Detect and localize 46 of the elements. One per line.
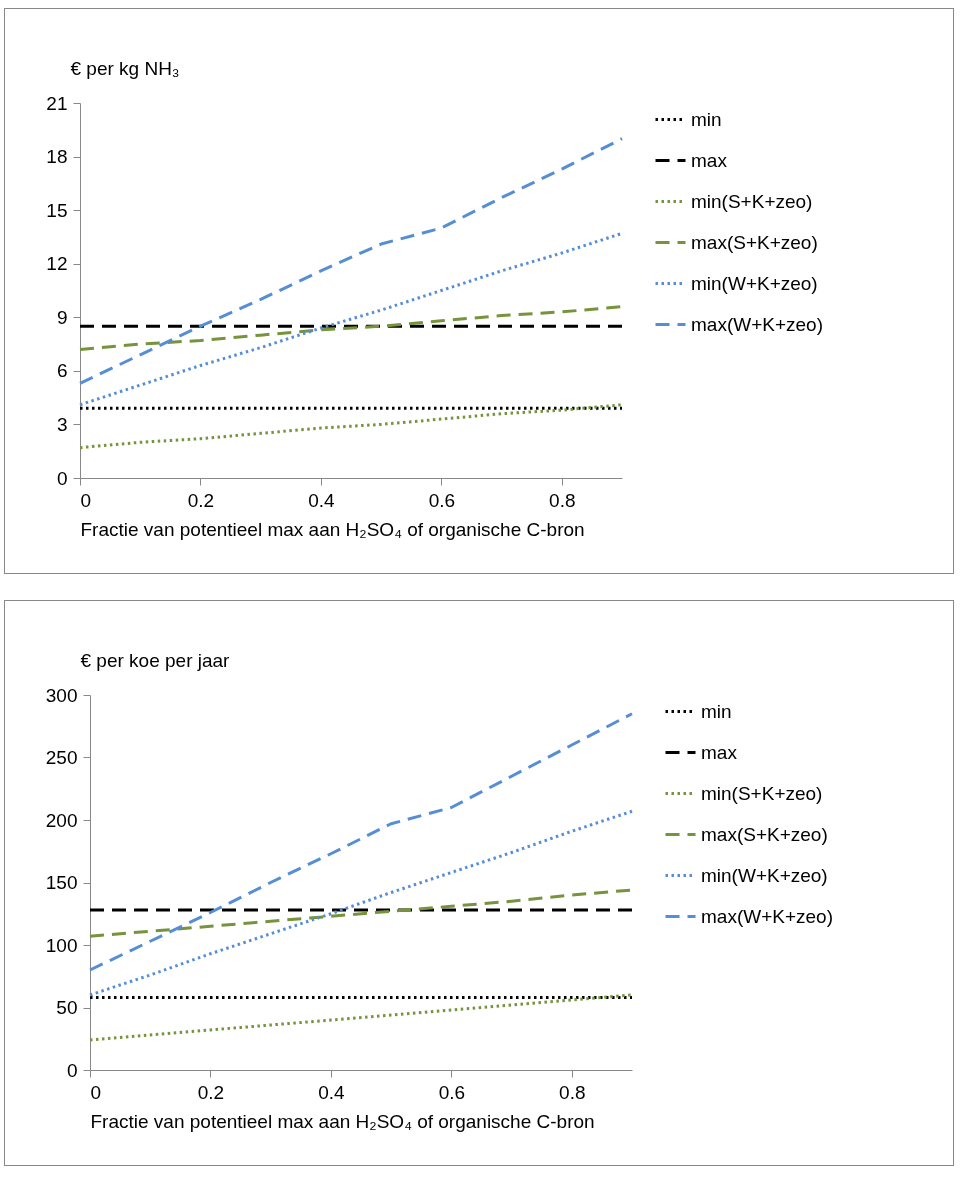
legend-label: min(S+K+zeo): [691, 190, 813, 212]
y-axis-title: € per koe per jaar: [80, 649, 231, 671]
y-tick-label: 18: [46, 146, 68, 168]
line-series: [78, 403, 624, 450]
x-axis-title: Fractie van potentieel max aan H₂SO₄ of organische C-bron: [80, 518, 585, 540]
y-tick-label: 15: [46, 199, 68, 221]
x-tick-label: 0.4: [308, 489, 336, 511]
legend-label: min(W+K+zeo): [691, 272, 818, 294]
legend-label: max: [691, 149, 728, 171]
legend-label: max(W+K+zeo): [701, 905, 833, 927]
y-axis-title: € per kg NH₃: [70, 57, 180, 79]
x-tick-label: 0: [90, 1081, 102, 1103]
y-tick-label: 6: [56, 360, 68, 382]
y-tick-label: 0: [66, 1059, 78, 1081]
legend-label: min(S+K+zeo): [701, 782, 823, 804]
legend-label: min: [701, 700, 732, 722]
x-tick-label: 0.8: [559, 1081, 586, 1103]
x-tick-label: 0.2: [187, 489, 215, 511]
x-tick-label: 0.4: [318, 1081, 346, 1103]
x-tick-label: 0.6: [428, 489, 456, 511]
y-tick-label: 150: [45, 872, 78, 893]
legend-label: max(S+K+zeo): [691, 231, 818, 253]
legend-label: max(S+K+zeo): [701, 823, 828, 845]
y-tick-label: 250: [45, 747, 78, 768]
y-tick-label: 12: [46, 253, 68, 275]
y-tick-label: 3: [56, 413, 68, 435]
y-tick-label: 200: [45, 809, 78, 831]
line-series: [88, 993, 634, 1042]
x-tick-label: 0.2: [197, 1081, 225, 1103]
x-tick-label: 0.6: [438, 1081, 466, 1103]
line-series: [78, 137, 624, 385]
y-tick-label: 50: [56, 997, 78, 1018]
legend-label: min: [691, 108, 722, 130]
x-tick-label: 0.8: [549, 489, 576, 511]
y-tick-label: 0: [56, 467, 68, 489]
y-tick-label: 9: [56, 306, 68, 328]
legend-label: min(W+K+zeo): [701, 864, 828, 886]
y-tick-label: 300: [45, 684, 78, 706]
y-tick-label: 21: [46, 92, 68, 114]
y-tick-label: 100: [45, 934, 78, 956]
line-series: [88, 809, 634, 997]
line-series: [88, 712, 634, 972]
x-axis-title: Fractie van potentieel max aan H₂SO₄ of organische C-bron: [90, 1110, 595, 1132]
legend-label: max(W+K+zeo): [691, 313, 823, 335]
legend-label: max: [701, 741, 738, 763]
x-tick-label: 0: [80, 489, 92, 511]
